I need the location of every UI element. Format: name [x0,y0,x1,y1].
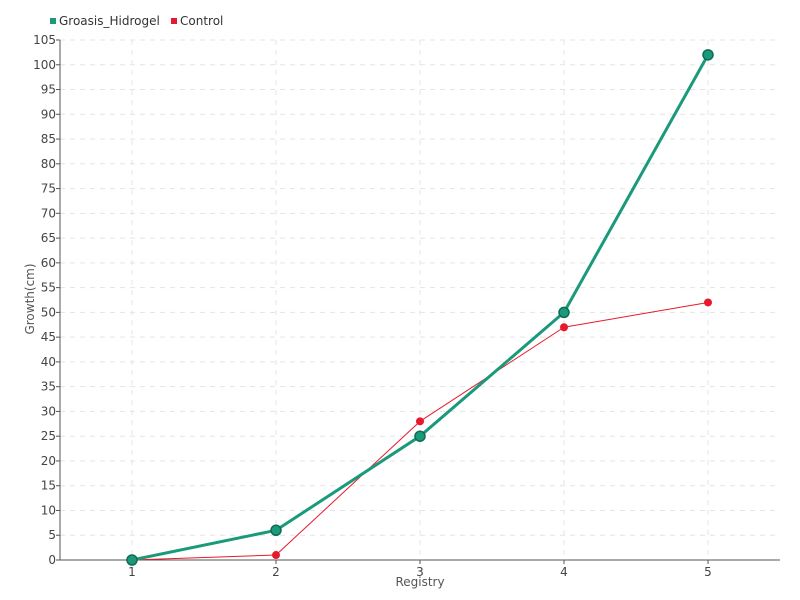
x-tick-label: 3 [416,565,424,579]
legend-item-control[interactable]: Control [171,14,223,28]
y-tick-label: 20 [41,454,56,468]
y-tick-label: 85 [41,132,56,146]
y-tick-label: 80 [41,157,56,171]
axis-layer: 0510152025303540455055606570758085909510… [33,33,780,579]
series-layer [126,49,714,566]
y-tick-label: 30 [41,404,56,418]
legend: Groasis_Hidrogel Control [50,14,223,28]
data-point-groasis-hidrogel [558,306,570,319]
y-tick-label: 95 [41,83,56,97]
y-tick-label: 75 [41,182,56,196]
y-tick-label: 5 [48,528,56,542]
data-point-groasis-hidrogel [126,554,138,566]
y-axis-title: Growth(cm) [23,263,37,334]
y-tick-label: 90 [41,107,56,121]
x-tick-label: 2 [272,565,280,579]
legend-label: Control [180,14,223,28]
series-groasis-hidrogel [126,49,714,566]
y-tick-label: 105 [33,33,56,47]
x-tick-label: 4 [560,565,568,579]
legend-swatch [171,18,177,24]
x-tick-label: 1 [128,565,136,579]
y-tick-label: 25 [41,429,56,443]
grid-layer [60,39,780,560]
y-tick-label: 55 [41,281,56,295]
y-tick-label: 60 [41,256,56,270]
y-tick-label: 15 [41,479,56,493]
legend-swatch [50,18,56,24]
y-tick-label: 10 [41,503,56,517]
data-point-control [272,551,280,560]
y-tick-label: 45 [41,330,56,344]
data-point-control [416,417,424,426]
y-tick-label: 70 [41,206,56,220]
y-tick-label: 100 [33,58,56,72]
legend-item-groasis-hidrogel[interactable]: Groasis_Hidrogel [50,14,160,28]
y-tick-label: 40 [41,355,56,369]
data-point-groasis-hidrogel [702,49,714,61]
y-tick-label: 65 [41,231,56,245]
data-point-control [560,323,568,332]
y-tick-label: 35 [41,380,56,394]
legend-label: Groasis_Hidrogel [59,14,160,28]
x-axis-title: Registry [395,575,444,589]
data-point-control [704,298,712,307]
data-point-groasis-hidrogel [414,430,426,442]
y-tick-label: 0 [48,553,56,567]
y-tick-label: 50 [41,305,56,319]
x-tick-label: 5 [704,565,712,579]
data-point-groasis-hidrogel [270,524,282,537]
